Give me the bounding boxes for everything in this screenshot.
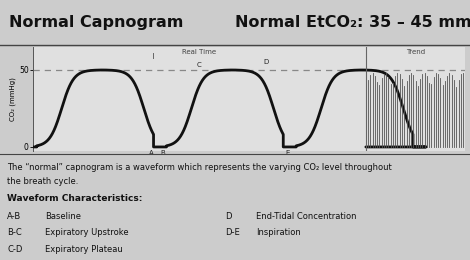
- Text: E: E: [285, 150, 290, 156]
- Text: D-E: D-E: [226, 228, 240, 237]
- Text: the breath cycle.: the breath cycle.: [7, 177, 78, 186]
- Text: D: D: [263, 59, 268, 65]
- Text: End-Tidal Concentration: End-Tidal Concentration: [256, 212, 357, 221]
- Text: A: A: [149, 150, 154, 156]
- Text: The “normal” capnogram is a waveform which represents the varying CO₂ level thro: The “normal” capnogram is a waveform whi…: [7, 163, 392, 172]
- Text: A-B: A-B: [7, 212, 21, 221]
- Text: C-D: C-D: [7, 245, 23, 254]
- Text: Expiratory Plateau: Expiratory Plateau: [45, 245, 122, 254]
- Text: Normal EtCO₂: 35 – 45 mmHg: Normal EtCO₂: 35 – 45 mmHg: [235, 15, 470, 30]
- Text: Normal Capnogram: Normal Capnogram: [9, 15, 184, 30]
- Y-axis label: CO₂ (mmHg): CO₂ (mmHg): [10, 77, 16, 121]
- Text: Trend: Trend: [406, 49, 425, 55]
- Text: C: C: [196, 62, 201, 68]
- Text: D: D: [226, 212, 232, 221]
- Text: Expiratory Upstroke: Expiratory Upstroke: [45, 228, 128, 237]
- Text: Baseline: Baseline: [45, 212, 81, 221]
- Text: B-C: B-C: [7, 228, 22, 237]
- Text: Real Time: Real Time: [182, 49, 217, 55]
- Text: B: B: [160, 150, 165, 156]
- Text: Inspiration: Inspiration: [256, 228, 301, 237]
- Text: Waveform Characteristics:: Waveform Characteristics:: [7, 194, 142, 204]
